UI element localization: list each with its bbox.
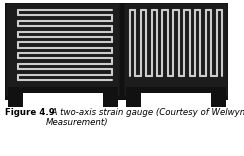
Text: A two-axis strain gauge (Courtesy of Welwyn Strain
Measurement): A two-axis strain gauge (Courtesy of Wel… xyxy=(46,108,244,127)
Text: Figure 4.9: Figure 4.9 xyxy=(5,108,55,117)
Bar xyxy=(126,87,226,107)
Bar xyxy=(5,100,228,118)
FancyBboxPatch shape xyxy=(124,3,227,97)
FancyBboxPatch shape xyxy=(7,3,120,97)
Bar xyxy=(23,93,103,107)
Bar xyxy=(5,3,228,100)
Bar xyxy=(8,87,118,107)
Bar xyxy=(141,93,211,107)
